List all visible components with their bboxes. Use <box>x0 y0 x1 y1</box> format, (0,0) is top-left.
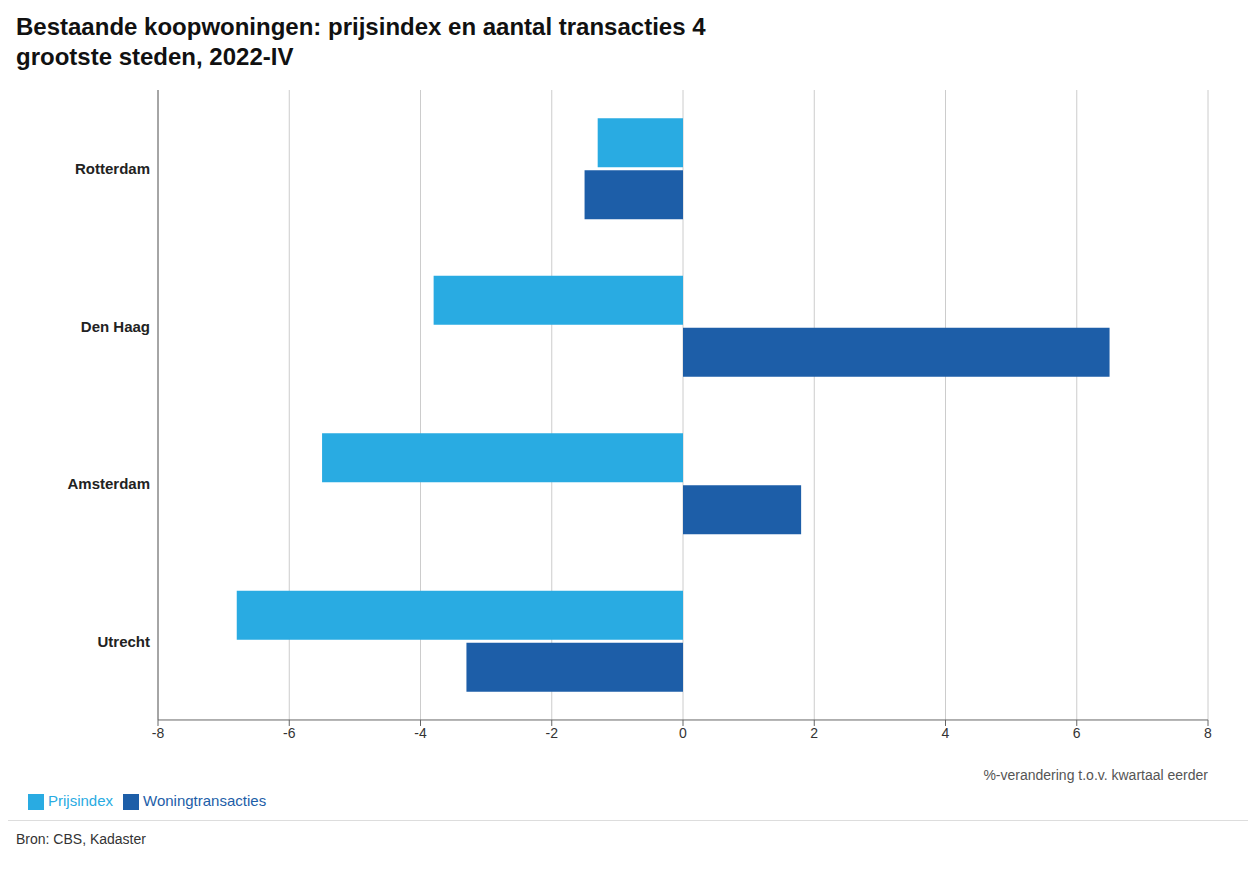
svg-text:Amsterdam: Amsterdam <box>67 475 150 492</box>
svg-text:-2: -2 <box>546 725 559 741</box>
svg-text:4: 4 <box>942 725 950 741</box>
html-text:Woningtransacties: Woningtransacties <box>143 792 267 809</box>
html-text:Bestaande koopwoningen: prijsi: Bestaande koopwoningen: prijsindex en aa… <box>16 13 706 40</box>
svg-text:-6: -6 <box>283 725 296 741</box>
svg-text:Utrecht: Utrecht <box>97 633 150 650</box>
html-text:grootste steden, 2022-IV: grootste steden, 2022-IV <box>16 43 294 70</box>
svg-text:-8: -8 <box>152 725 165 741</box>
svg-text:Den Haag: Den Haag <box>81 318 150 335</box>
svg-text:6: 6 <box>1073 725 1081 741</box>
svg-text:2: 2 <box>810 725 818 741</box>
html-text:Bron: CBS, Kadaster: Bron: CBS, Kadaster <box>16 831 146 847</box>
svg-text:-4: -4 <box>414 725 427 741</box>
svg-text:8: 8 <box>1204 725 1212 741</box>
svg-text:%-verandering t.o.v. kwartaal: %-verandering t.o.v. kwartaal eerder <box>983 767 1208 783</box>
html-text:Prijsindex: Prijsindex <box>48 792 113 809</box>
svg-text:Rotterdam: Rotterdam <box>75 160 150 177</box>
svg-text:0: 0 <box>679 725 687 741</box>
